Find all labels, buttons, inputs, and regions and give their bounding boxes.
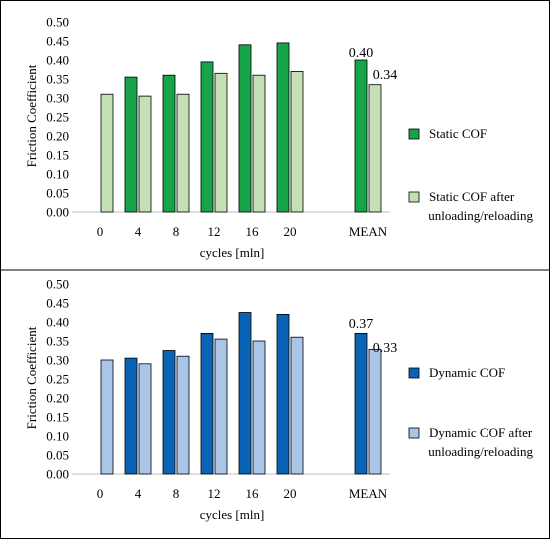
bar-primary-4 — [124, 76, 138, 213]
y-tick-label: 0.15 — [46, 148, 69, 163]
x-tick-label: 12 — [208, 224, 221, 239]
y-tick-label: 0.35 — [46, 72, 69, 87]
bar-primary-16 — [238, 312, 252, 475]
legend-swatch — [408, 427, 420, 439]
bar-primary-4 — [124, 357, 138, 475]
mean-annotation: 0.37 — [349, 317, 374, 332]
bar-secondary-20 — [290, 336, 304, 475]
y-tick-label: 0.50 — [46, 15, 69, 30]
y-tick-label: 0.10 — [46, 429, 69, 444]
mean-annotation: 0.33 — [373, 341, 398, 356]
bar-primary-16 — [238, 44, 252, 213]
bar-secondary-8 — [176, 93, 190, 213]
bar-secondary-8 — [176, 355, 190, 475]
x-tick-label: 0 — [97, 224, 104, 239]
x-tick-label: 0 — [97, 486, 104, 501]
x-tick-label: 16 — [246, 224, 260, 239]
legend-label: Static COF — [429, 126, 487, 141]
x-tick-label: MEAN — [349, 486, 388, 501]
bar-secondary-MEAN — [368, 348, 382, 475]
x-tick-label: 8 — [173, 486, 180, 501]
legend-label: Dynamic COF after — [429, 425, 533, 440]
y-tick-label: 0.05 — [46, 186, 69, 201]
y-tick-label: 0.20 — [46, 391, 69, 406]
bar-secondary-12 — [214, 338, 228, 475]
y-tick-label: 0.20 — [46, 129, 69, 144]
y-tick-label: 0.40 — [46, 315, 69, 330]
bar-secondary-12 — [214, 72, 228, 213]
bar-secondary-MEAN — [368, 84, 382, 213]
x-axis-title: cycles [mln] — [200, 507, 265, 522]
y-tick-label: 0.05 — [46, 448, 69, 463]
y-tick-label: 0.45 — [46, 34, 69, 49]
bar-secondary-16 — [252, 340, 266, 475]
bar-primary-12 — [200, 332, 214, 475]
bar-primary-12 — [200, 61, 214, 213]
y-tick-label: 0.15 — [46, 410, 69, 425]
y-tick-label: 0.30 — [46, 353, 69, 368]
x-tick-label: MEAN — [349, 224, 388, 239]
mean-annotation: 0.34 — [373, 68, 398, 83]
y-tick-label: 0.25 — [46, 110, 69, 125]
bar-primary-8 — [162, 74, 176, 213]
y-tick-label: 0.50 — [46, 277, 69, 292]
bar-primary-20 — [276, 42, 290, 213]
x-axis-title: cycles [mln] — [200, 245, 265, 260]
y-tick-label: 0.40 — [46, 53, 69, 68]
x-tick-label: 20 — [284, 224, 297, 239]
x-tick-label: 12 — [208, 486, 221, 501]
bar-secondary-20 — [290, 71, 304, 213]
legend-swatch — [408, 128, 420, 140]
y-tick-label: 0.45 — [46, 296, 69, 311]
legend-label: Static COF after — [429, 189, 515, 204]
bar-secondary-4 — [138, 363, 152, 475]
y-axis-title: Friction Coefficient — [24, 64, 39, 167]
y-tick-label: 0.25 — [46, 372, 69, 387]
y-tick-label: 0.35 — [46, 334, 69, 349]
x-tick-label: 16 — [246, 486, 260, 501]
legend-label: Dynamic COF — [429, 365, 505, 380]
legend-swatch — [408, 367, 420, 379]
bar-secondary-0 — [100, 93, 114, 213]
mean-annotation: 0.40 — [349, 46, 374, 61]
y-tick-label: 0.00 — [46, 205, 69, 220]
bar-primary-8 — [162, 350, 176, 475]
bar-primary-MEAN — [354, 59, 368, 213]
bar-primary-MEAN — [354, 332, 368, 475]
y-tick-label: 0.10 — [46, 167, 69, 182]
legend-label-cont: unloading/reloading — [428, 444, 533, 459]
legend-label-cont: unloading/reloading — [428, 208, 533, 223]
x-tick-label: 4 — [135, 486, 142, 501]
bar-secondary-16 — [252, 74, 266, 213]
bar-secondary-0 — [100, 359, 114, 475]
y-axis-title: Friction Coefficient — [24, 326, 39, 429]
bar-secondary-4 — [138, 95, 152, 213]
x-tick-label: 8 — [173, 224, 180, 239]
x-tick-label: 4 — [135, 224, 142, 239]
legend-swatch — [408, 191, 420, 203]
y-tick-label: 0.30 — [46, 91, 69, 106]
x-tick-label: 20 — [284, 486, 297, 501]
y-tick-label: 0.00 — [46, 467, 69, 482]
bar-primary-20 — [276, 313, 290, 475]
